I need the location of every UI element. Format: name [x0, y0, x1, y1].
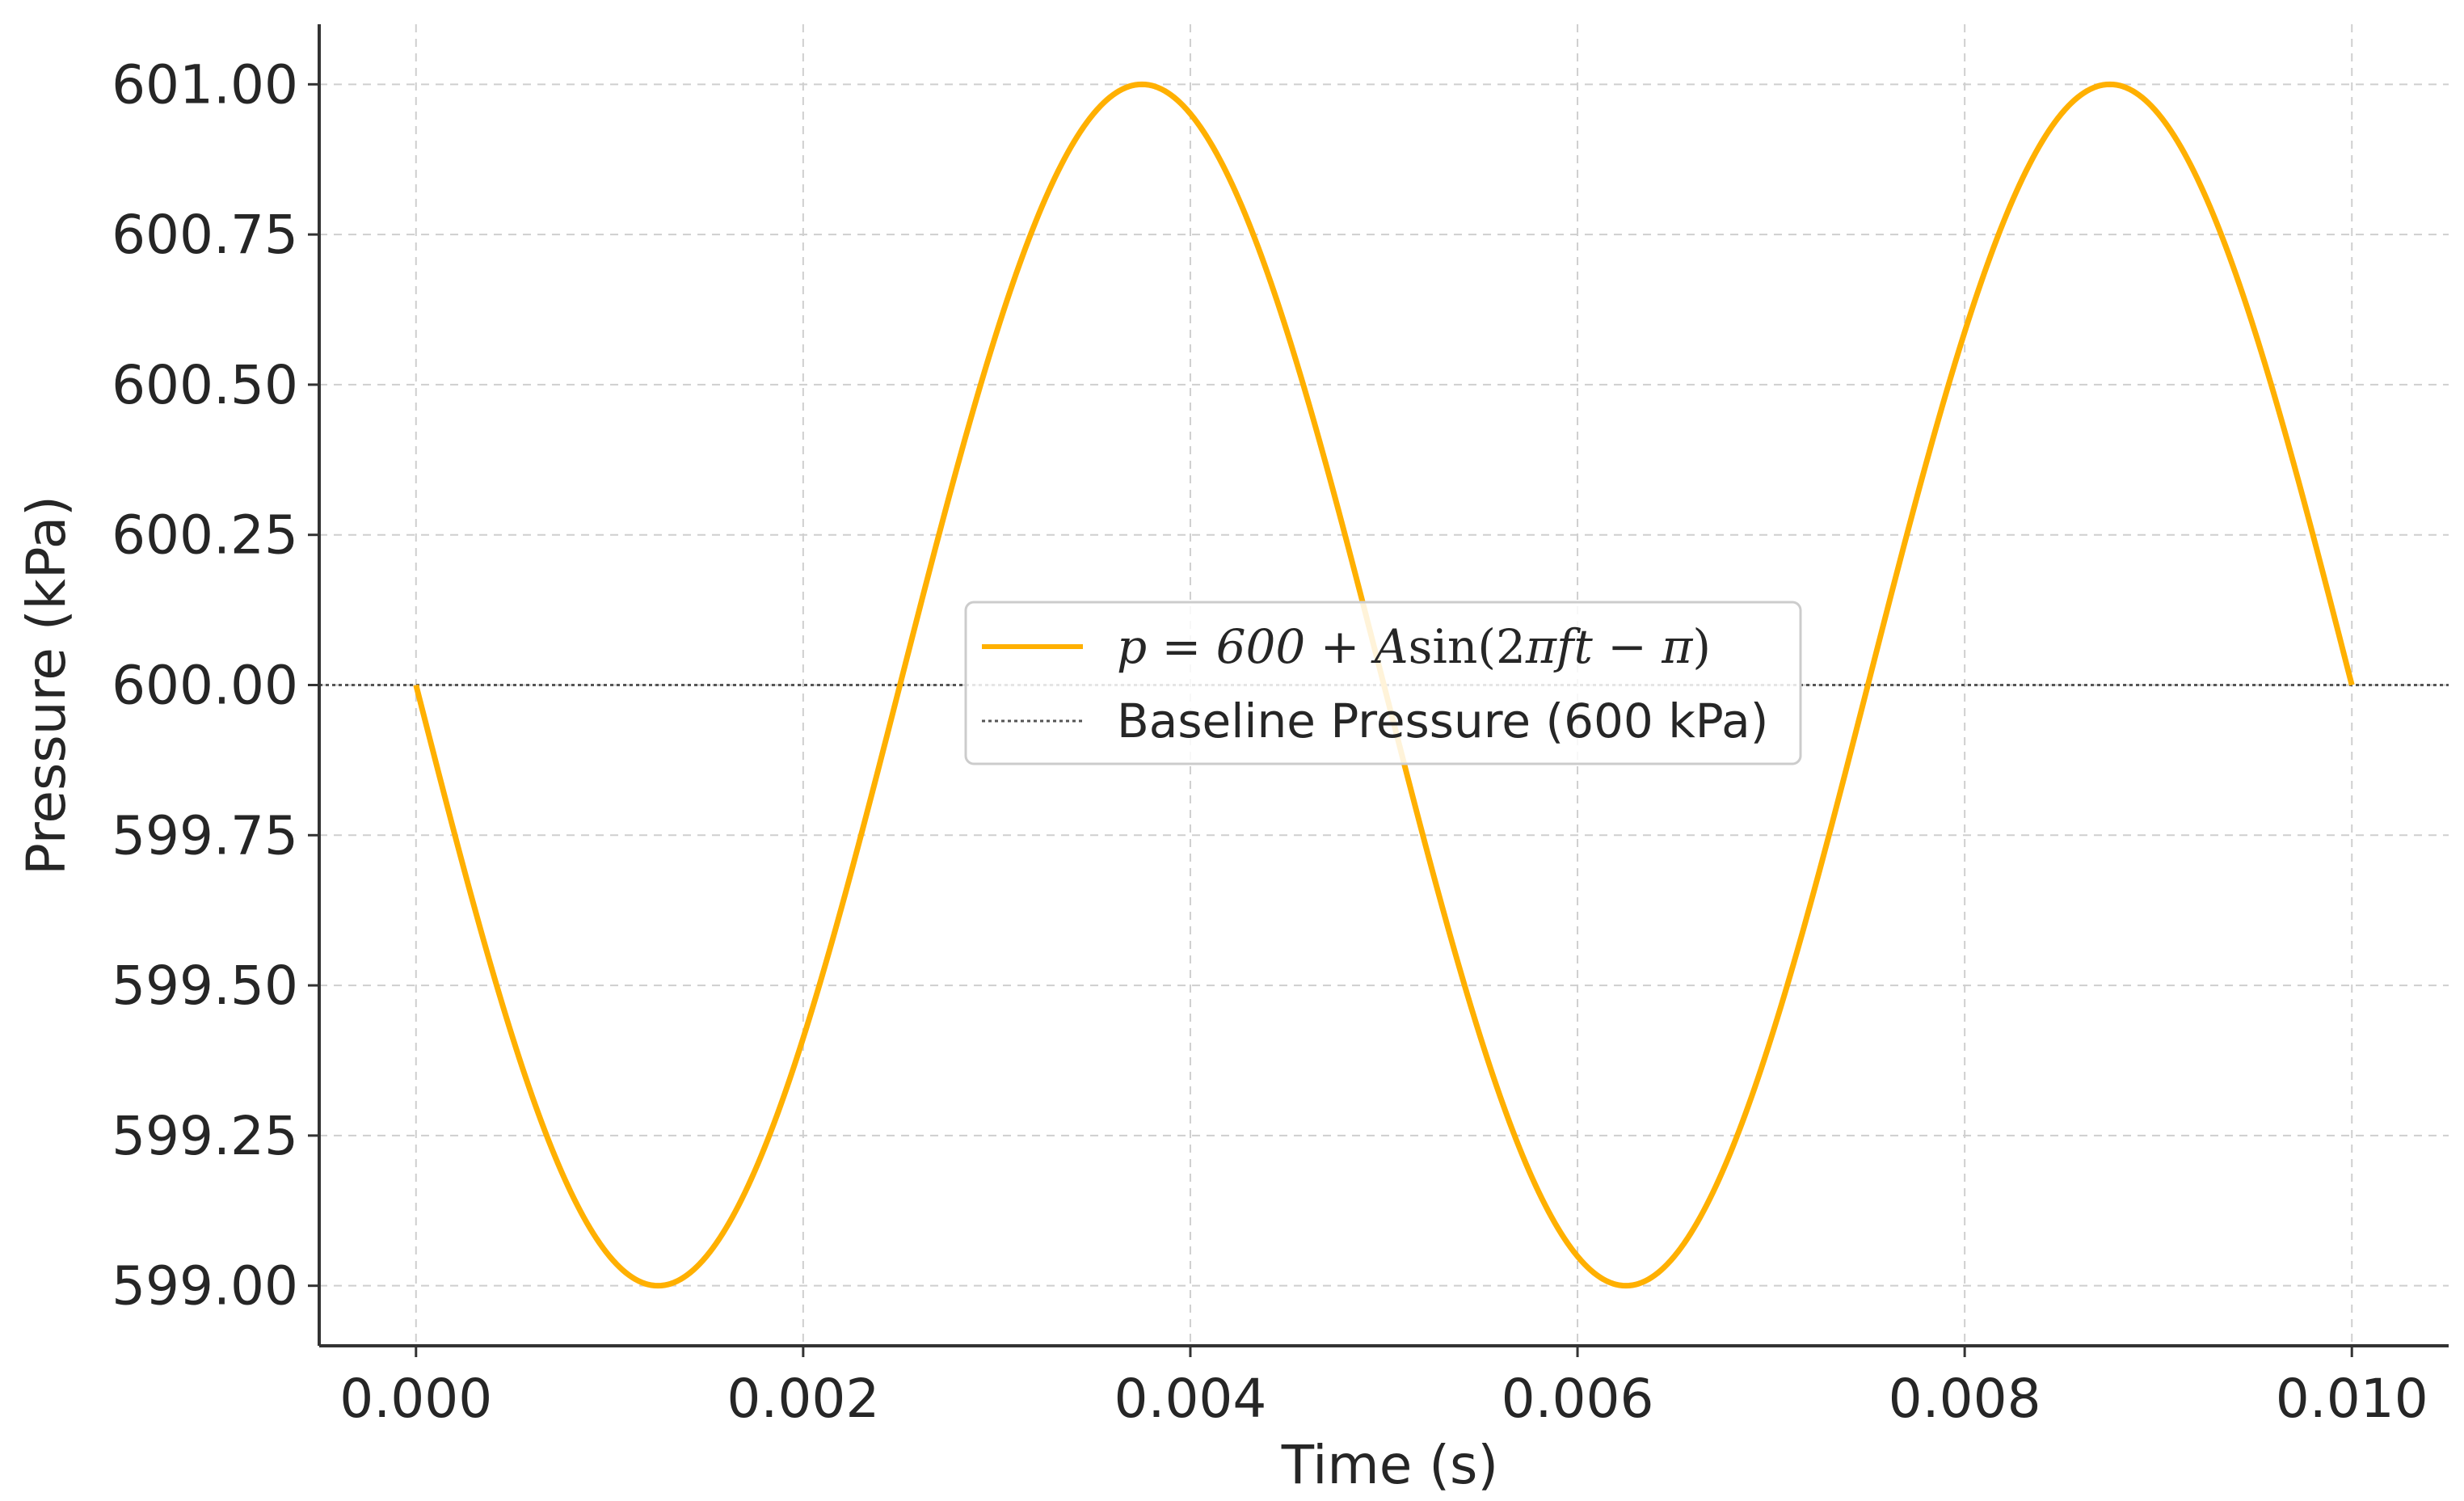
- y-tick-label-7: 600.75: [112, 204, 298, 266]
- legend-box: [964, 601, 1802, 765]
- y-axis-label: Pressure (kPa): [15, 495, 78, 875]
- y-tick-label-5: 600.25: [112, 504, 298, 567]
- legend: p = 600 + Asin(2πft − π) Baseline Pressu…: [964, 601, 1802, 765]
- y-tick-label-1: 599.25: [112, 1105, 298, 1167]
- y-tick-label-8: 601.00: [112, 53, 298, 116]
- x-tick-label-5: 0.010: [2276, 1368, 2428, 1430]
- y-tick-label-4: 600.00: [112, 655, 298, 717]
- y-tick-label-0: 599.00: [112, 1255, 298, 1318]
- y-tick-label-6: 600.50: [112, 354, 298, 416]
- y-tick-label-3: 599.75: [112, 804, 298, 866]
- x-tick-label-4: 0.008: [1889, 1368, 2041, 1430]
- ticks: 0.000 0.002 0.004 0.006 0.008 0.010 599.00 599.…: [112, 53, 2428, 1430]
- legend-label-pressure: p = 600 + Asin(2πft − π): [1117, 619, 1711, 674]
- x-tick-label-1: 0.002: [727, 1368, 879, 1430]
- y-tick-label-2: 599.50: [112, 955, 298, 1017]
- grid: [319, 24, 2449, 1346]
- x-tick-label-0: 0.000: [339, 1368, 492, 1430]
- legend-label-baseline: Baseline Pressure (600 kPa): [1117, 694, 1768, 748]
- x-tick-label-3: 0.006: [1502, 1368, 1654, 1430]
- x-tick-label-2: 0.004: [1114, 1368, 1266, 1430]
- x-axis-label: Time (s): [1281, 1434, 1498, 1496]
